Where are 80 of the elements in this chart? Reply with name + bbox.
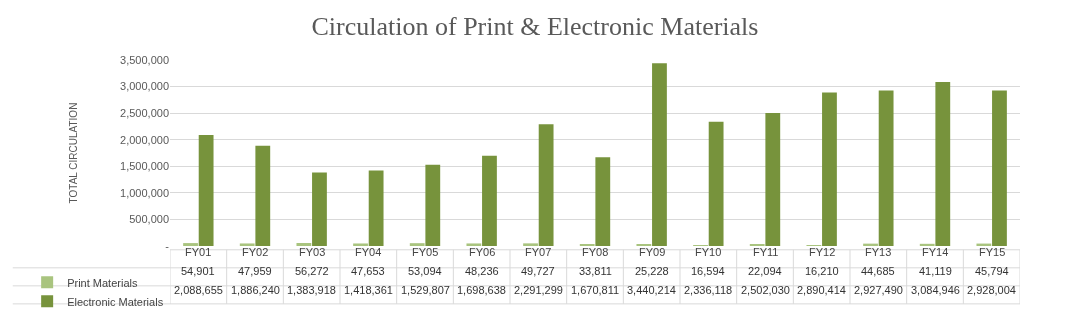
y-axis-title: TOTAL CIRCULATION (68, 102, 80, 204)
data-label: 1,418,361 (344, 284, 393, 296)
data-label: 2,890,414 (797, 284, 846, 296)
x-tick-label: FY07 (525, 246, 552, 258)
x-tick-label: FY10 (695, 246, 722, 258)
bar (183, 243, 198, 246)
bar (538, 124, 554, 246)
data-label: 54,901 (181, 265, 215, 277)
x-tick-label: FY06 (469, 246, 496, 258)
bar (409, 243, 425, 246)
x-tick-label: FY14 (922, 246, 949, 258)
data-label: 3,440,214 (627, 284, 676, 296)
data-label: 53,094 (408, 265, 442, 277)
x-tick-label: FY05 (412, 246, 439, 258)
bar (255, 145, 271, 246)
data-label: 45,794 (975, 265, 1009, 277)
x-tick-label: FY02 (242, 246, 269, 258)
x-tick-label: FY03 (299, 246, 326, 258)
bar (482, 155, 497, 246)
data-label: 1,529,807 (401, 284, 450, 296)
bar (239, 243, 255, 246)
data-label: 2,291,299 (514, 284, 563, 296)
x-tick-label: FY04 (355, 246, 382, 258)
data-label: 1,383,918 (287, 284, 336, 296)
bar (919, 243, 935, 246)
y-tick-label: 2,500,000 (120, 106, 169, 119)
x-tick-label: FY01 (185, 246, 212, 258)
x-tick-label: FY08 (582, 246, 609, 258)
bar (368, 170, 384, 246)
data-label: 2,088,655 (174, 284, 223, 296)
bar (595, 157, 611, 246)
y-tick-label: 3,000,000 (120, 80, 169, 93)
legend-label: Electronic Materials (67, 295, 164, 308)
data-label: 2,928,004 (967, 284, 1016, 296)
bar (312, 172, 327, 246)
data-label: 33,811 (579, 265, 612, 277)
data-label: 47,653 (351, 265, 385, 277)
data-label: 1,886,240 (231, 284, 280, 296)
bar (765, 113, 781, 246)
x-tick-label: FY13 (865, 246, 892, 258)
bar (878, 90, 894, 246)
x-tick-label: FY09 (639, 246, 666, 258)
data-label: 56,272 (295, 265, 329, 277)
x-tick-label: FY12 (809, 246, 836, 258)
y-tick-label: 2,000,000 (120, 133, 169, 146)
y-tick-label: - (165, 239, 170, 252)
bar (198, 135, 214, 246)
bar (822, 92, 837, 246)
data-label: 2,927,490 (854, 284, 903, 296)
bar (523, 243, 538, 246)
data-label: 1,670,811 (571, 284, 620, 296)
bar (708, 121, 724, 246)
y-tick-label: 1,500,000 (120, 160, 169, 173)
bar (652, 63, 667, 246)
data-label: 44,685 (861, 265, 895, 277)
bar (935, 82, 951, 246)
bar (992, 90, 1007, 246)
bar (296, 243, 312, 246)
data-label: 16,210 (805, 265, 839, 277)
data-label: 2,336,118 (684, 284, 733, 296)
x-tick-label: FY15 (979, 246, 1006, 258)
data-label: 1,698,638 (457, 284, 506, 296)
legend-label: Print Materials (67, 276, 138, 289)
y-tick-label: 3,500,000 (120, 53, 169, 66)
chart-title: Circulation of Print & Electronic Materials (311, 11, 759, 41)
data-label: 41,119 (919, 265, 952, 277)
data-label: 47,959 (238, 265, 272, 277)
data-label: 16,594 (691, 265, 725, 277)
data-label: 25,228 (635, 265, 669, 277)
bar (425, 164, 441, 246)
y-tick-label: 1,000,000 (120, 186, 169, 199)
data-label: 3,084,946 (911, 284, 960, 296)
data-label: 22,094 (748, 265, 782, 277)
data-label: 49,727 (521, 265, 555, 277)
x-tick-label: FY11 (753, 246, 779, 258)
bar (353, 243, 368, 246)
data-label: 2,502,030 (741, 284, 790, 296)
data-label: 48,236 (465, 265, 499, 277)
y-tick-label: 500,000 (129, 213, 169, 226)
bar (466, 243, 482, 246)
